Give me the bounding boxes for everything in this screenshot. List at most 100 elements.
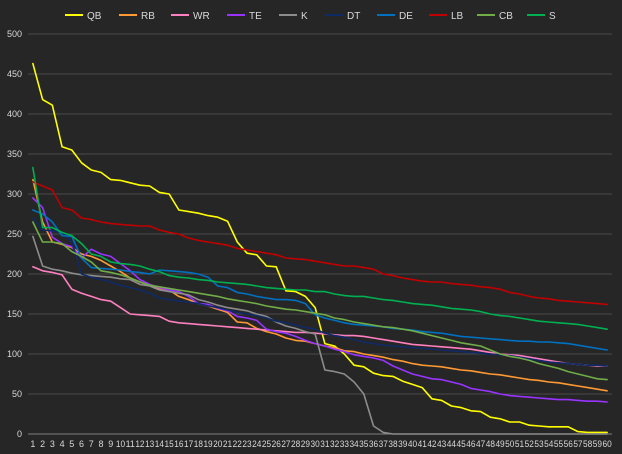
y-tick-label: 400 <box>7 109 22 119</box>
x-tick-label: 26 <box>272 439 281 449</box>
x-tick-label: 28 <box>291 439 300 449</box>
x-tick-label: 47 <box>476 439 485 449</box>
legend-item-te: TE <box>227 11 262 22</box>
x-tick-label: 37 <box>379 439 388 449</box>
x-tick-label: 4 <box>60 439 65 449</box>
x-tick-label: 46 <box>466 439 475 449</box>
series-line-wr <box>32 265 608 367</box>
legend-item-cb: CB <box>477 11 513 22</box>
legend-label: K <box>301 11 308 22</box>
x-tick-label: 11 <box>126 439 135 449</box>
x-tick-label: 49 <box>495 439 504 449</box>
x-tick-label: 7 <box>89 439 94 449</box>
x-tick-label: 60 <box>603 439 612 449</box>
x-tick-label: 55 <box>554 439 563 449</box>
x-tick-label: 51 <box>515 439 524 449</box>
x-tick-label: 50 <box>505 439 514 449</box>
x-tick-label: 30 <box>311 439 320 449</box>
x-tick-label: 57 <box>573 439 582 449</box>
x-tick-label: 23 <box>242 439 251 449</box>
x-tick-label: 36 <box>369 439 378 449</box>
series-line-de <box>32 209 608 351</box>
y-tick-label: 0 <box>17 429 22 439</box>
x-tick-label: 41 <box>418 439 427 449</box>
x-tick-label: 39 <box>398 439 407 449</box>
x-tick-label: 38 <box>388 439 397 449</box>
x-tick-label: 22 <box>233 439 242 449</box>
x-tick-label: 40 <box>408 439 417 449</box>
x-tick-label: 44 <box>447 439 456 449</box>
x-tick-label: 15 <box>165 439 174 449</box>
y-axis: 0 50 100 150 200 250 300 350 400 450 500 <box>7 29 22 439</box>
y-tick-label: 100 <box>7 349 22 359</box>
x-tick-label: 34 <box>349 439 358 449</box>
legend-item-lb: LB <box>429 11 464 22</box>
series-line-te <box>32 197 608 403</box>
series-line-qb <box>32 62 608 434</box>
gridlines <box>28 33 612 395</box>
x-tick-label: 59 <box>593 439 602 449</box>
x-tick-label: 31 <box>320 439 329 449</box>
x-tick-label: 18 <box>194 439 203 449</box>
x-tick-label: 21 <box>223 439 232 449</box>
y-tick-label: 50 <box>12 389 22 399</box>
x-tick-label: 45 <box>457 439 466 449</box>
legend-label: TE <box>249 11 262 22</box>
x-axis: 1 2 3 4 5 6 7 8 9 10 11 12 13 14 15 16 17 18 19 20 21 22 23 24 2… <box>28 433 612 449</box>
legend-label: LB <box>451 11 464 22</box>
x-tick-label: 12 <box>135 439 144 449</box>
x-tick-label: 48 <box>486 439 495 449</box>
y-tick-label: 350 <box>7 149 22 159</box>
legend-item-qb: QB <box>65 11 102 22</box>
legend-label: DT <box>347 11 360 22</box>
x-tick-label: 42 <box>427 439 436 449</box>
x-tick-label: 35 <box>359 439 368 449</box>
x-tick-label: 1 <box>30 439 35 449</box>
legend-label: DE <box>399 11 413 22</box>
series-line-lb <box>32 181 608 306</box>
x-tick-label: 43 <box>437 439 446 449</box>
legend-label: WR <box>193 11 210 22</box>
x-tick-label: 2 <box>40 439 45 449</box>
y-tick-label: 500 <box>7 29 22 39</box>
x-tick-label: 27 <box>281 439 290 449</box>
x-tick-label: 32 <box>330 439 339 449</box>
x-tick-label: 13 <box>145 439 154 449</box>
series-line-s <box>32 166 608 331</box>
y-tick-label: 250 <box>7 229 22 239</box>
x-tick-label: 9 <box>108 439 113 449</box>
legend-item-dt: DT <box>325 11 360 22</box>
y-tick-label: 450 <box>7 69 22 79</box>
x-tick-label: 58 <box>583 439 592 449</box>
x-tick-label: 19 <box>203 439 212 449</box>
legend: QB RB WR TE K DT DE LB CB S <box>65 11 556 22</box>
legend-item-s: S <box>527 11 556 22</box>
x-tick-label: 56 <box>564 439 573 449</box>
legend-label: RB <box>141 11 155 22</box>
x-tick-label: 33 <box>340 439 349 449</box>
legend-item-de: DE <box>377 11 413 22</box>
x-tick-label: 8 <box>99 439 104 449</box>
series-lines <box>32 62 608 435</box>
x-tick-label: 3 <box>50 439 55 449</box>
legend-item-k: K <box>279 11 308 22</box>
x-tick-label: 52 <box>525 439 534 449</box>
y-tick-label: 300 <box>7 189 22 199</box>
x-tick-label: 29 <box>301 439 310 449</box>
x-tick-label: 17 <box>184 439 193 449</box>
x-tick-label: 54 <box>544 439 553 449</box>
series-line-cb <box>32 221 608 381</box>
x-tick-label: 53 <box>534 439 543 449</box>
legend-label: QB <box>87 11 102 22</box>
series-line-k <box>32 235 608 435</box>
legend-label: CB <box>499 11 513 22</box>
x-tick-label: 14 <box>155 439 164 449</box>
legend-item-wr: WR <box>171 11 210 22</box>
x-tick-label: 25 <box>262 439 271 449</box>
x-tick-label: 6 <box>79 439 84 449</box>
x-tick-label: 20 <box>213 439 222 449</box>
legend-item-rb: RB <box>119 11 155 22</box>
x-tick-label: 10 <box>116 439 125 449</box>
x-tick-label: 16 <box>174 439 183 449</box>
